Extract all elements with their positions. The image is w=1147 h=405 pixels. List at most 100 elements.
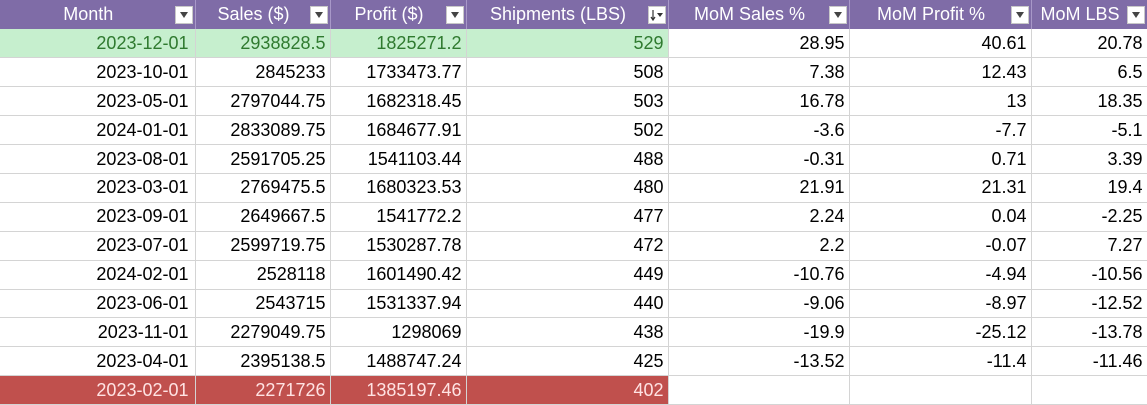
cell-shipments[interactable]: 529 xyxy=(466,29,669,59)
cell-mom-sales[interactable]: 2.2 xyxy=(668,231,850,261)
cell-month[interactable]: 2024-02-01 xyxy=(0,260,196,290)
cell-mom-sales[interactable]: -3.6 xyxy=(668,115,850,146)
cell-profit[interactable]: 1541772.2 xyxy=(330,202,467,232)
cell-shipments[interactable]: 502 xyxy=(466,115,669,146)
cell-profit[interactable]: 1825271.2 xyxy=(330,29,467,59)
sort-descending-filter-icon[interactable] xyxy=(647,5,666,24)
cell-shipments[interactable]: 472 xyxy=(466,231,669,261)
column-header-mom-sales[interactable]: MoM Sales % xyxy=(668,0,850,29)
cell-mom-profit[interactable]: 21.31 xyxy=(849,173,1032,203)
cell-mom-sales[interactable]: -19.9 xyxy=(668,317,850,348)
cell-mom-profit[interactable]: -25.12 xyxy=(849,317,1032,348)
cell-profit[interactable]: 1541103.44 xyxy=(330,144,467,174)
cell-month[interactable]: 2023-05-01 xyxy=(0,86,196,117)
cell-profit[interactable]: 1531337.94 xyxy=(330,289,467,319)
cell-profit[interactable]: 1298069 xyxy=(330,317,467,348)
cell-mom-sales[interactable]: -0.31 xyxy=(668,144,850,174)
cell-profit[interactable]: 1682318.45 xyxy=(330,86,467,117)
cell-mom-sales[interactable]: 7.38 xyxy=(668,57,850,88)
cell-profit[interactable]: 1684677.91 xyxy=(330,115,467,146)
cell-mom-profit[interactable] xyxy=(849,375,1032,405)
cell-mom-profit[interactable]: -4.94 xyxy=(849,260,1032,290)
cell-sales[interactable]: 2543715 xyxy=(195,289,331,319)
cell-month[interactable]: 2023-08-01 xyxy=(0,144,196,174)
cell-sales[interactable]: 2271726 xyxy=(195,375,331,405)
cell-mom-sales[interactable]: 21.91 xyxy=(668,173,850,203)
cell-mom-lbs[interactable]: -10.56 xyxy=(1031,260,1147,290)
cell-mom-lbs[interactable]: -12.52 xyxy=(1031,289,1147,319)
cell-mom-profit[interactable]: 13 xyxy=(849,86,1032,117)
cell-sales[interactable]: 2938828.5 xyxy=(195,29,331,59)
cell-sales[interactable]: 2279049.75 xyxy=(195,317,331,348)
cell-mom-lbs[interactable]: 7.27 xyxy=(1031,231,1147,261)
cell-shipments[interactable]: 503 xyxy=(466,86,669,117)
cell-shipments[interactable]: 477 xyxy=(466,202,669,232)
cell-mom-lbs[interactable]: -2.25 xyxy=(1031,202,1147,232)
cell-mom-lbs[interactable]: -13.78 xyxy=(1031,317,1147,348)
cell-mom-sales[interactable]: -13.52 xyxy=(668,346,850,377)
cell-profit[interactable]: 1680323.53 xyxy=(330,173,467,203)
cell-mom-profit[interactable]: 12.43 xyxy=(849,57,1032,88)
cell-month[interactable]: 2023-09-01 xyxy=(0,202,196,232)
cell-mom-profit[interactable]: 0.71 xyxy=(849,144,1032,174)
cell-mom-profit[interactable]: -8.97 xyxy=(849,289,1032,319)
cell-profit[interactable]: 1601490.42 xyxy=(330,260,467,290)
cell-mom-profit[interactable]: 0.04 xyxy=(849,202,1032,232)
cell-shipments[interactable]: 480 xyxy=(466,173,669,203)
column-header-mom-lbs[interactable]: MoM LBS xyxy=(1031,0,1147,29)
column-header-shipments[interactable]: Shipments (LBS) xyxy=(466,0,669,29)
cell-shipments[interactable]: 438 xyxy=(466,317,669,348)
cell-mom-lbs[interactable]: -11.46 xyxy=(1031,346,1147,377)
cell-month[interactable]: 2023-02-01 xyxy=(0,375,196,405)
cell-sales[interactable]: 2395138.5 xyxy=(195,346,331,377)
cell-month[interactable]: 2023-07-01 xyxy=(0,231,196,261)
cell-mom-lbs[interactable]: 3.39 xyxy=(1031,144,1147,174)
cell-mom-profit[interactable]: -11.4 xyxy=(849,346,1032,377)
cell-sales[interactable]: 2845233 xyxy=(195,57,331,88)
cell-mom-lbs[interactable]: 6.5 xyxy=(1031,57,1147,88)
cell-sales[interactable]: 2591705.25 xyxy=(195,144,331,174)
cell-mom-profit[interactable]: -0.07 xyxy=(849,231,1032,261)
filter-dropdown-icon[interactable] xyxy=(309,5,328,24)
filter-dropdown-icon[interactable] xyxy=(1126,5,1145,24)
cell-mom-lbs[interactable]: 20.78 xyxy=(1031,29,1147,59)
filter-dropdown-icon[interactable] xyxy=(828,5,847,24)
cell-mom-profit[interactable]: 40.61 xyxy=(849,29,1032,59)
column-header-profit[interactable]: Profit ($) xyxy=(330,0,467,29)
cell-profit[interactable]: 1488747.24 xyxy=(330,346,467,377)
filter-dropdown-icon[interactable] xyxy=(1010,5,1029,24)
cell-month[interactable]: 2023-10-01 xyxy=(0,57,196,88)
cell-mom-lbs[interactable]: 19.4 xyxy=(1031,173,1147,203)
cell-shipments[interactable]: 402 xyxy=(466,375,669,405)
column-header-mom-profit[interactable]: MoM Profit % xyxy=(849,0,1032,29)
cell-shipments[interactable]: 425 xyxy=(466,346,669,377)
cell-sales[interactable]: 2599719.75 xyxy=(195,231,331,261)
cell-month[interactable]: 2023-04-01 xyxy=(0,346,196,377)
cell-month[interactable]: 2023-06-01 xyxy=(0,289,196,319)
cell-mom-sales[interactable] xyxy=(668,375,850,405)
cell-mom-sales[interactable]: 28.95 xyxy=(668,29,850,59)
filter-dropdown-icon[interactable] xyxy=(445,5,464,24)
cell-sales[interactable]: 2797044.75 xyxy=(195,86,331,117)
cell-shipments[interactable]: 508 xyxy=(466,57,669,88)
cell-mom-sales[interactable]: 2.24 xyxy=(668,202,850,232)
cell-profit[interactable]: 1733473.77 xyxy=(330,57,467,88)
cell-sales[interactable]: 2769475.5 xyxy=(195,173,331,203)
cell-mom-lbs[interactable] xyxy=(1031,375,1147,405)
cell-shipments[interactable]: 488 xyxy=(466,144,669,174)
cell-sales[interactable]: 2528118 xyxy=(195,260,331,290)
cell-mom-lbs[interactable]: 18.35 xyxy=(1031,86,1147,117)
cell-shipments[interactable]: 440 xyxy=(466,289,669,319)
column-header-month[interactable]: Month xyxy=(0,0,196,29)
column-header-sales[interactable]: Sales ($) xyxy=(195,0,331,29)
cell-month[interactable]: 2023-11-01 xyxy=(0,317,196,348)
filter-dropdown-icon[interactable] xyxy=(174,5,193,24)
cell-mom-sales[interactable]: -10.76 xyxy=(668,260,850,290)
cell-sales[interactable]: 2833089.75 xyxy=(195,115,331,146)
cell-profit[interactable]: 1530287.78 xyxy=(330,231,467,261)
cell-mom-profit[interactable]: -7.7 xyxy=(849,115,1032,146)
cell-month[interactable]: 2023-12-01 xyxy=(0,29,196,59)
cell-month[interactable]: 2024-01-01 xyxy=(0,115,196,146)
cell-mom-sales[interactable]: 16.78 xyxy=(668,86,850,117)
cell-mom-lbs[interactable]: -5.1 xyxy=(1031,115,1147,146)
